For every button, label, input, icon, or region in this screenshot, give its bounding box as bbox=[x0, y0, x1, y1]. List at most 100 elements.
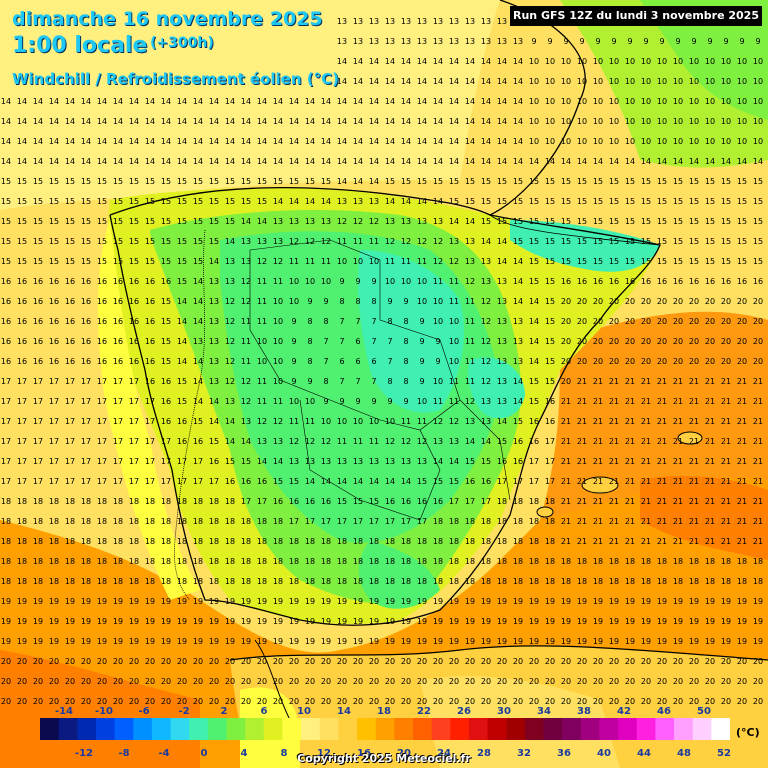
grid-value: 13 bbox=[369, 197, 379, 206]
grid-value: 16 bbox=[129, 297, 139, 306]
grid-value: 14 bbox=[225, 237, 235, 246]
grid-value: 18 bbox=[449, 517, 459, 526]
grid-value: 16 bbox=[1, 337, 11, 346]
grid-value: 16 bbox=[33, 317, 43, 326]
grid-value: 20 bbox=[97, 697, 107, 706]
grid-value: 14 bbox=[273, 117, 283, 126]
grid-value: 19 bbox=[497, 597, 507, 606]
grid-value: 20 bbox=[705, 657, 715, 666]
grid-value: 15 bbox=[209, 437, 219, 446]
grid-value: 14 bbox=[497, 117, 507, 126]
grid-value: 12 bbox=[433, 417, 443, 426]
grid-value: 20 bbox=[497, 677, 507, 686]
grid-value: 14 bbox=[417, 197, 427, 206]
grid-value: 15 bbox=[193, 217, 203, 226]
grid-value: 13 bbox=[289, 217, 299, 226]
grid-value: 18 bbox=[385, 557, 395, 566]
legend-top-label: 38 bbox=[577, 706, 591, 717]
grid-value: 7 bbox=[355, 377, 360, 386]
grid-value: 18 bbox=[209, 537, 219, 546]
grid-value: 15 bbox=[545, 337, 555, 346]
grid-value: 15 bbox=[1, 197, 11, 206]
grid-value: 14 bbox=[369, 137, 379, 146]
grid-value: 20 bbox=[401, 677, 411, 686]
grid-value: 19 bbox=[705, 637, 715, 646]
grid-value: 11 bbox=[241, 337, 251, 346]
grid-value: 15 bbox=[481, 457, 491, 466]
grid-value: 10 bbox=[273, 337, 283, 346]
grid-value: 14 bbox=[449, 97, 459, 106]
grid-value: 20 bbox=[289, 677, 299, 686]
grid-value: 19 bbox=[369, 617, 379, 626]
grid-value: 9 bbox=[419, 377, 424, 386]
grid-value: 11 bbox=[401, 257, 411, 266]
grid-value: 16 bbox=[145, 337, 155, 346]
grid-value: 15 bbox=[609, 197, 619, 206]
grid-value: 15 bbox=[129, 217, 139, 226]
grid-value: 20 bbox=[65, 697, 75, 706]
grid-value: 21 bbox=[753, 457, 763, 466]
grid-value: 13 bbox=[353, 457, 363, 466]
grid-value: 19 bbox=[529, 637, 539, 646]
grid-value: 20 bbox=[497, 657, 507, 666]
grid-value: 15 bbox=[193, 177, 203, 186]
grid-value: 14 bbox=[449, 57, 459, 66]
grid-value: 15 bbox=[673, 237, 683, 246]
grid-value: 18 bbox=[145, 537, 155, 546]
grid-value: 20 bbox=[545, 697, 555, 706]
grid-value: 13 bbox=[481, 257, 491, 266]
grid-value: 21 bbox=[625, 477, 635, 486]
grid-value: 21 bbox=[577, 537, 587, 546]
grid-value: 14 bbox=[337, 477, 347, 486]
grid-value: 14 bbox=[481, 157, 491, 166]
grid-value: 18 bbox=[625, 577, 635, 586]
grid-value: 16 bbox=[145, 277, 155, 286]
grid-value: 15 bbox=[17, 257, 27, 266]
grid-value: 13 bbox=[385, 17, 395, 26]
grid-value: 21 bbox=[561, 457, 571, 466]
grid-value: 15 bbox=[721, 177, 731, 186]
grid-value: 8 bbox=[403, 377, 408, 386]
grid-value: 20 bbox=[241, 677, 251, 686]
legend-bottom-label: -8 bbox=[118, 748, 129, 759]
grid-value: 18 bbox=[257, 517, 267, 526]
grid-value: 8 bbox=[323, 317, 328, 326]
grid-value: 17 bbox=[145, 437, 155, 446]
grid-value: 10 bbox=[673, 97, 683, 106]
balearic-ibiza bbox=[536, 506, 554, 518]
grid-value: 18 bbox=[577, 577, 587, 586]
grid-value: 18 bbox=[577, 557, 587, 566]
grid-value: 17 bbox=[97, 377, 107, 386]
grid-value: 15 bbox=[561, 257, 571, 266]
grid-value: 15 bbox=[161, 357, 171, 366]
grid-value: 18 bbox=[33, 497, 43, 506]
grid-value: 21 bbox=[657, 477, 667, 486]
legend-swatch bbox=[375, 718, 395, 740]
grid-value: 20 bbox=[625, 677, 635, 686]
grid-value: 21 bbox=[561, 397, 571, 406]
grid-value: 15 bbox=[481, 217, 491, 226]
grid-value: 18 bbox=[97, 577, 107, 586]
grid-value: 18 bbox=[161, 537, 171, 546]
grid-value: 16 bbox=[657, 277, 667, 286]
legend-swatch bbox=[357, 718, 377, 740]
grid-value: 16 bbox=[145, 377, 155, 386]
grid-value: 20 bbox=[129, 697, 139, 706]
grid-value: 14 bbox=[273, 97, 283, 106]
grid-value: 8 bbox=[387, 377, 392, 386]
grid-value: 14 bbox=[609, 157, 619, 166]
grid-value: 13 bbox=[353, 37, 363, 46]
grid-value: 14 bbox=[33, 157, 43, 166]
grid-value: 13 bbox=[497, 17, 507, 26]
grid-value: 19 bbox=[97, 597, 107, 606]
legend-top-label: 26 bbox=[457, 706, 471, 717]
grid-value: 15 bbox=[465, 457, 475, 466]
grid-value: 10 bbox=[545, 137, 555, 146]
grid-value: 14 bbox=[465, 57, 475, 66]
grid-value: 18 bbox=[545, 537, 555, 546]
grid-value: 19 bbox=[449, 637, 459, 646]
grid-value: 21 bbox=[625, 537, 635, 546]
grid-value: 8 bbox=[387, 317, 392, 326]
grid-value: 21 bbox=[753, 537, 763, 546]
grid-value: 20 bbox=[577, 677, 587, 686]
